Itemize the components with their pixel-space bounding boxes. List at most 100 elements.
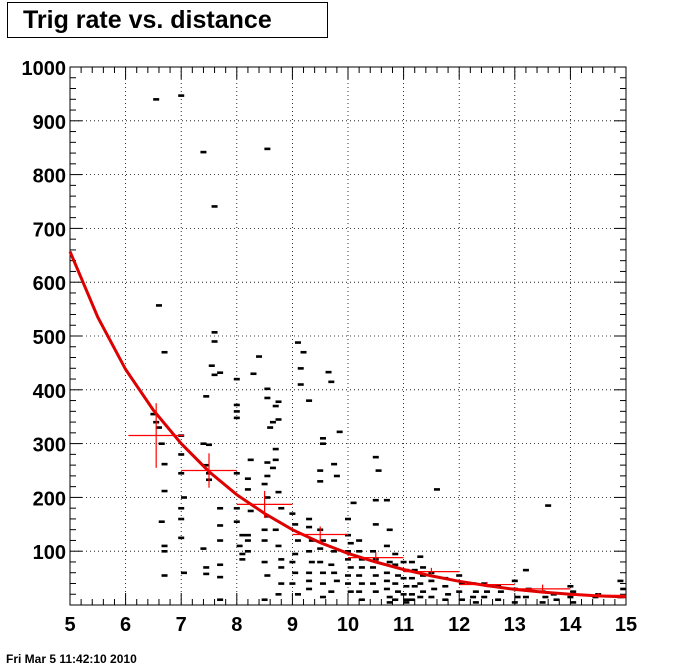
data-point: [345, 533, 351, 537]
data-point: [431, 587, 438, 591]
data-point: [306, 517, 313, 521]
data-point: [403, 584, 410, 588]
x-tick-label: 11: [393, 614, 414, 636]
data-point: [308, 560, 315, 564]
data-point: [392, 598, 399, 602]
data-point: [161, 550, 168, 553]
data-point: [264, 574, 271, 577]
data-point: [244, 539, 251, 542]
y-tick-label: 800: [33, 166, 66, 188]
data-point: [319, 582, 326, 585]
data-point: [203, 572, 210, 576]
profile-point: [292, 526, 348, 543]
profile-points: [128, 403, 626, 598]
data-point: [567, 584, 574, 588]
data-point: [370, 550, 377, 553]
data-point: [539, 601, 546, 604]
data-point: [289, 512, 296, 515]
data-point: [392, 563, 399, 567]
data-point: [470, 595, 477, 599]
data-point: [347, 566, 354, 569]
data-point: [247, 509, 254, 513]
profile-point: [403, 567, 460, 576]
data-point: [289, 582, 296, 585]
x-tick-label: 6: [120, 614, 131, 636]
profile-point: [459, 581, 515, 588]
data-point: [411, 584, 418, 588]
y-tick-label: 200: [33, 488, 66, 510]
data-point: [375, 469, 382, 472]
data-point: [333, 474, 340, 478]
data-point: [617, 579, 624, 583]
data-point: [522, 595, 529, 599]
y-tick-label: 1000: [22, 58, 67, 80]
data-point: [208, 364, 215, 367]
data-point: [217, 598, 224, 602]
data-point: [358, 582, 365, 585]
data-point: [289, 560, 296, 564]
data-point: [292, 523, 299, 526]
data-point: [472, 601, 479, 604]
data-point: [333, 579, 340, 583]
data-point: [458, 582, 465, 585]
data-point: [306, 525, 313, 529]
data-point: [408, 560, 415, 564]
data-point: [319, 595, 326, 599]
data-point: [417, 582, 424, 585]
y-tick-label: 300: [33, 435, 66, 457]
data-point: [420, 566, 427, 569]
data-point: [370, 566, 377, 569]
data-point: [261, 598, 268, 602]
data-point: [278, 582, 285, 585]
data-point: [261, 539, 268, 542]
data-point: [411, 568, 418, 572]
data-point: [297, 383, 304, 386]
data-point: [150, 412, 157, 416]
data-point: [358, 598, 365, 602]
data-point: [269, 466, 276, 470]
data-point: [408, 593, 415, 596]
x-tick-label: 15: [615, 614, 637, 636]
y-tick-label: 700: [33, 219, 66, 241]
data-point: [331, 550, 338, 553]
data-point: [272, 447, 279, 451]
data-point: [239, 552, 246, 556]
data-point: [180, 496, 187, 499]
axis-ticks: [69, 66, 627, 606]
data-point: [356, 539, 363, 542]
data-point: [428, 579, 435, 583]
data-point: [233, 520, 240, 524]
data-point: [264, 147, 271, 151]
data-point: [278, 566, 285, 569]
data-point: [294, 341, 301, 344]
data-point: [161, 462, 168, 466]
profile-point: [348, 552, 404, 564]
data-point: [155, 304, 162, 307]
data-point: [331, 462, 338, 466]
y-tick-label: 500: [33, 327, 66, 349]
data-point: [328, 380, 335, 384]
data-point: [553, 598, 560, 602]
data-point: [392, 582, 399, 585]
data-point: [306, 579, 313, 583]
data-point: [217, 575, 224, 579]
data-point: [306, 571, 313, 575]
data-point: [155, 426, 162, 429]
data-point: [306, 587, 313, 591]
data-point: [292, 571, 299, 575]
data-point: [433, 488, 440, 491]
data-point: [161, 350, 168, 354]
data-point: [275, 490, 282, 494]
data-point: [211, 373, 218, 377]
profile-point: [570, 593, 626, 598]
data-point: [383, 498, 390, 502]
data-point: [239, 558, 246, 561]
data-point: [317, 469, 324, 472]
data-point: [400, 560, 407, 564]
data-point: [264, 387, 271, 391]
data-point: [264, 396, 271, 400]
data-point: [217, 506, 224, 510]
data-point: [294, 539, 301, 542]
data-point: [345, 517, 351, 521]
data-point: [233, 403, 240, 407]
